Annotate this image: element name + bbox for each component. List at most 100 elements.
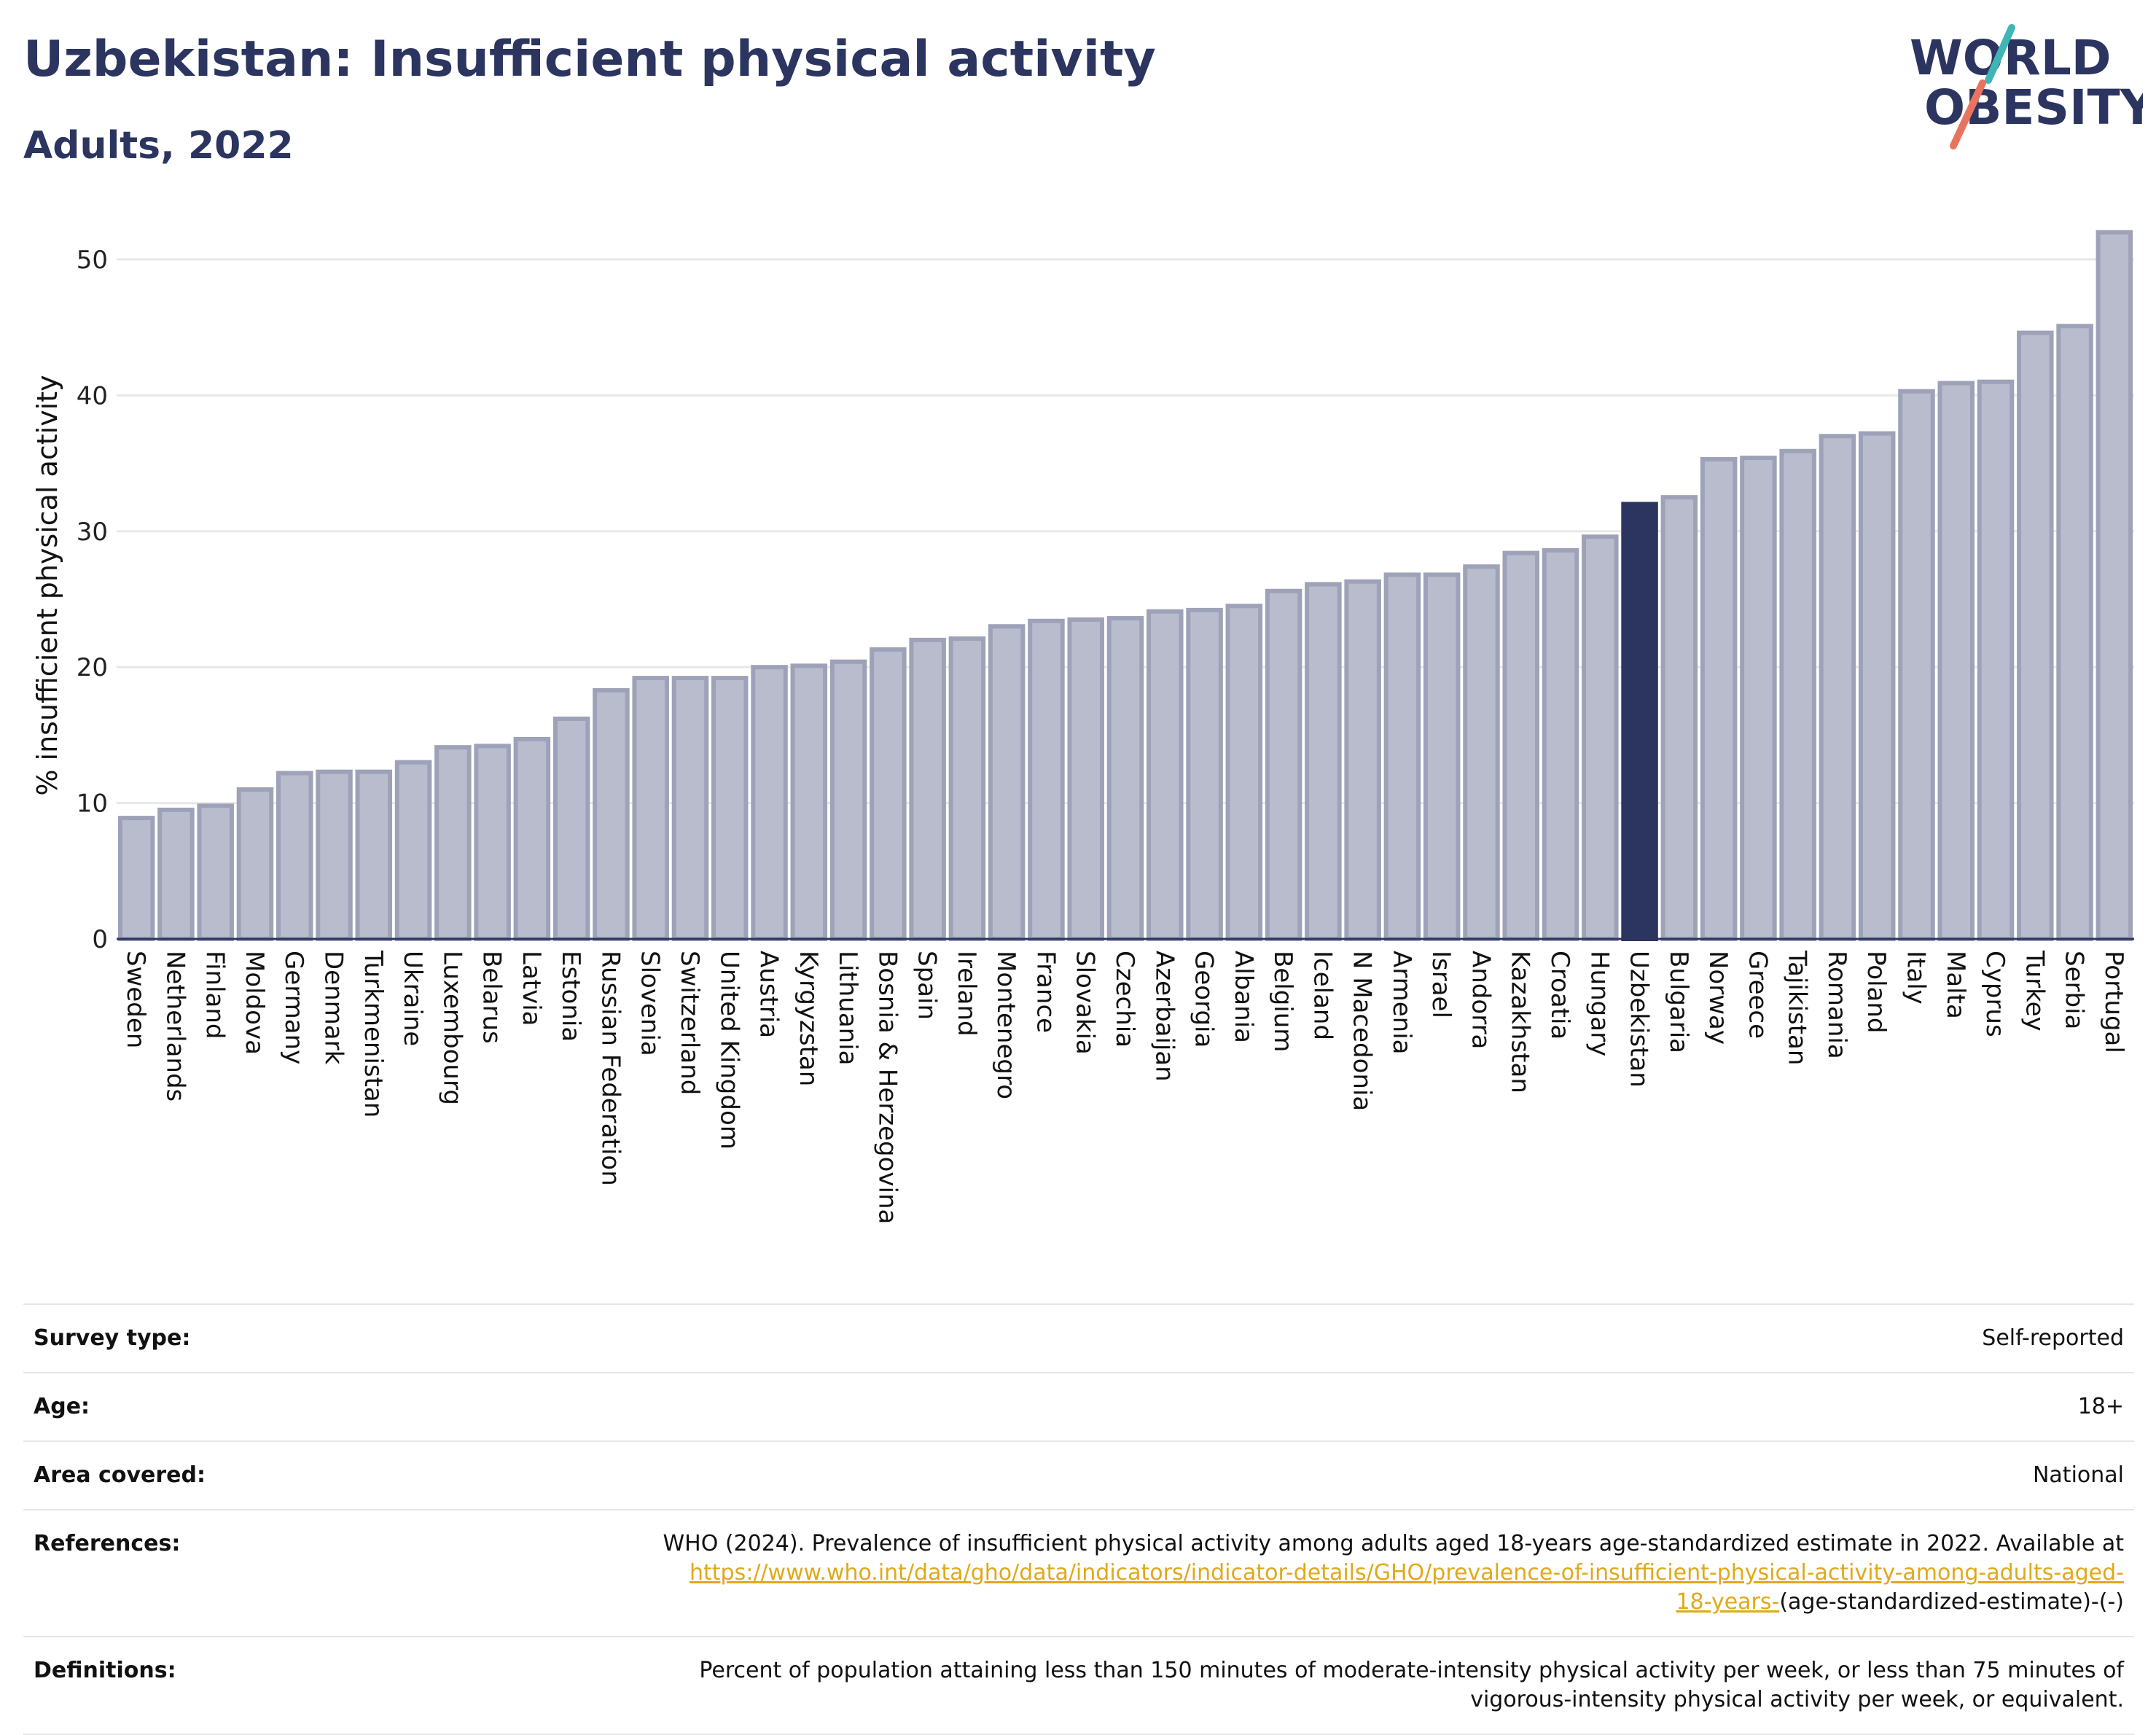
x-tick-label-montenegro: Montenegro xyxy=(991,951,1020,1099)
logo-text-obesity: OBESITY xyxy=(1924,79,2143,136)
bar-belarus xyxy=(474,744,511,942)
age-label: Age: xyxy=(34,1394,90,1419)
x-tick-label-tajikistan: Tajikistan xyxy=(1783,950,1812,1065)
references-link-continued[interactable]: 18-years- xyxy=(1676,1589,1780,1615)
x-tick-label-bosnia-herzegovina: Bosnia & Herzegovina xyxy=(872,951,902,1224)
bars xyxy=(117,230,2134,942)
bar-finland xyxy=(197,803,234,942)
x-tick-label-cyprus: Cyprus xyxy=(1980,951,2009,1037)
bar-azerbaijan xyxy=(1147,609,1184,941)
y-tick-label-20: 20 xyxy=(77,653,108,682)
x-tick-label-malta: Malta xyxy=(1941,951,1970,1019)
x-tick-label-norway: Norway xyxy=(1703,951,1733,1045)
bar-andorra xyxy=(1463,564,1500,941)
bar-albania xyxy=(1225,604,1263,941)
bar-cyprus xyxy=(1977,379,2015,941)
page-title: Uzbekistan: Insufficient physical activi… xyxy=(23,31,1156,88)
bar-austria xyxy=(751,665,788,941)
bar-kyrgyzstan xyxy=(790,663,828,941)
bar-switzerland xyxy=(671,676,709,941)
info-row-age: Age: 18+ xyxy=(23,1373,2134,1441)
x-tick-label-netherlands: Netherlands xyxy=(160,951,190,1102)
area-value: National xyxy=(2032,1462,2124,1488)
y-tick-label-50: 50 xyxy=(77,246,108,275)
x-tick-label-albania: Albania xyxy=(1229,951,1258,1043)
bar-estonia xyxy=(552,717,590,942)
x-tick-label-andorra: Andorra xyxy=(1466,951,1495,1049)
x-tick-label-serbia: Serbia xyxy=(2060,951,2089,1029)
x-tick-label-sweden: Sweden xyxy=(121,951,150,1048)
references-label: References: xyxy=(34,1531,181,1556)
bar-n-macedonia xyxy=(1344,579,1381,941)
x-tick-label-ireland: Ireland xyxy=(952,951,981,1037)
bar-moldova xyxy=(236,787,274,942)
bar-slovenia xyxy=(632,676,669,941)
bar-latvia xyxy=(513,736,551,941)
bar-greece xyxy=(1740,456,1777,941)
info-row-survey-type: Survey type: Self-reported xyxy=(23,1304,2134,1373)
x-tick-label-belgium: Belgium xyxy=(1268,951,1297,1052)
bar-luxembourg xyxy=(434,745,472,941)
x-tick-label-finland: Finland xyxy=(200,951,230,1040)
references-text: WHO (2024). Prevalence of insufficient p… xyxy=(663,1531,2124,1556)
x-tick-label-ukraine: Ukraine xyxy=(398,951,427,1046)
bar-romania xyxy=(1819,434,1856,941)
bar-netherlands xyxy=(157,807,195,941)
survey-type-label: Survey type: xyxy=(34,1325,191,1351)
x-tick-label-uzbekistan: Uzbekistan xyxy=(1625,951,1654,1088)
x-tick-label-turkey: Turkey xyxy=(2020,950,2049,1032)
bar-russian-federation xyxy=(593,687,630,941)
age-value: 18+ xyxy=(2077,1394,2124,1419)
bar-poland xyxy=(1858,431,1896,942)
x-tick-label-israel: Israel xyxy=(1426,951,1456,1018)
references-tail: (age-standardized-estimate)-(-) xyxy=(1779,1589,2124,1615)
x-tick-label-spain: Spain xyxy=(913,951,942,1020)
info-row-definitions: Definitions: Percent of population attai… xyxy=(23,1637,2134,1734)
y-axis-title: % insufficient physical activity xyxy=(31,375,63,795)
x-tick-label-croatia: Croatia xyxy=(1545,951,1574,1040)
bar-slovakia xyxy=(1067,617,1104,941)
bar-turkmenistan xyxy=(355,769,393,941)
bar-united-kingdom xyxy=(711,676,749,941)
bar-denmark xyxy=(316,769,353,941)
x-tick-label-slovenia: Slovenia xyxy=(636,951,665,1056)
x-tick-label-lithuania: Lithuania xyxy=(833,951,862,1065)
info-row-references: References: WHO (2024). Prevalence of in… xyxy=(23,1510,2134,1637)
x-tick-label-estonia: Estonia xyxy=(556,951,585,1042)
x-tick-label-latvia: Latvia xyxy=(517,951,546,1026)
x-tick-label-czechia: Czechia xyxy=(1110,951,1139,1048)
bar-malta xyxy=(1937,381,1975,942)
page-subtitle: Adults, 2022 xyxy=(23,124,294,168)
world-obesity-logo: WORLD OBESITY xyxy=(1910,24,2143,149)
x-tick-label-kyrgyzstan: Kyrgyzstan xyxy=(794,951,823,1086)
definitions-line-2: vigorous-intensity physical activity per… xyxy=(1470,1687,2124,1712)
y-tick-label-40: 40 xyxy=(77,381,108,410)
x-tick-label-russian-federation: Russian Federation xyxy=(595,951,625,1186)
bar-germany xyxy=(276,771,313,942)
bar-kazakhstan xyxy=(1502,550,1539,942)
x-tick-label-armenia: Armenia xyxy=(1387,951,1416,1055)
definitions-line-1: Percent of population attaining less tha… xyxy=(699,1658,2124,1683)
bar-france xyxy=(1028,618,1065,942)
bar-norway xyxy=(1700,456,1738,941)
survey-type-value: Self-reported xyxy=(1982,1325,2124,1351)
bar-chart: 0 10 20 30 40 50 Sweden Netherlands Finland Mold… xyxy=(31,230,2134,1224)
x-tick-label-iceland: Iceland xyxy=(1308,951,1337,1040)
x-tick-label-portugal: Portugal xyxy=(2099,951,2128,1053)
x-tick-label-austria: Austria xyxy=(754,951,784,1038)
x-tick-label-turkmenistan: Turkmenistan xyxy=(359,950,388,1118)
references-link[interactable]: https://www.who.int/data/gho/data/indica… xyxy=(690,1560,2124,1586)
logo-slash-coral xyxy=(1950,79,1986,149)
bar-bulgaria xyxy=(1660,495,1698,941)
area-label: Area covered: xyxy=(34,1462,206,1488)
x-tick-label-greece: Greece xyxy=(1743,951,1772,1039)
y-tick-label-0: 0 xyxy=(92,925,108,954)
logo-slash-teal xyxy=(1985,24,2015,84)
x-tick-label-slovakia: Slovakia xyxy=(1071,951,1100,1055)
x-tick-label-luxembourg: Luxembourg xyxy=(437,951,466,1105)
bar-ireland xyxy=(948,636,986,941)
bar-uzbekistan xyxy=(1621,502,1658,942)
x-tick-label-united-kingdom: United Kingdom xyxy=(714,951,743,1150)
bar-hungary xyxy=(1582,534,1619,942)
bar-czechia xyxy=(1106,616,1144,941)
